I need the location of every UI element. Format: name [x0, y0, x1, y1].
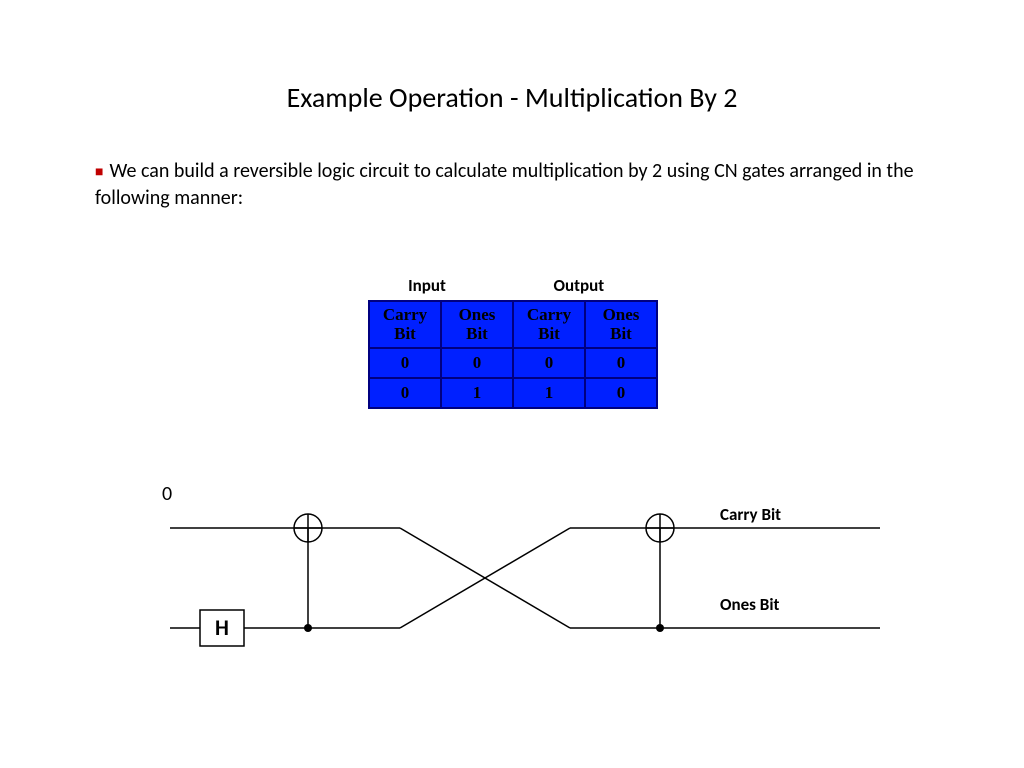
page-title: Example Operation - Multiplication By 2	[0, 80, 1024, 115]
ones-bit-label: Ones Bit	[720, 594, 779, 615]
truth-table: Carry Bit Ones Bit Carry Bit Ones Bit 0 …	[368, 300, 658, 409]
body-text: We can build a reversible logic circuit …	[95, 159, 914, 210]
input-label: Input	[368, 275, 486, 296]
output-label: Output	[520, 275, 638, 296]
circuit-diagram: 0 H Carry Bit Ones Bit	[140, 490, 880, 660]
th-carry-in: Carry Bit	[369, 301, 441, 348]
table-meta-labels: Input Output	[368, 275, 656, 296]
bullet-icon: ■	[95, 163, 103, 180]
th-ones-out: Ones Bit	[585, 301, 657, 348]
th-carry-out: Carry Bit	[513, 301, 585, 348]
svg-text:H: H	[215, 614, 229, 641]
zero-label: 0	[162, 482, 172, 506]
carry-bit-label: Carry Bit	[720, 504, 781, 525]
table-row: 0 0 0 0	[369, 348, 657, 378]
table-row: 0 1 1 0	[369, 378, 657, 408]
body-paragraph: ■We can build a reversible logic circuit…	[95, 158, 929, 212]
th-ones-in: Ones Bit	[441, 301, 513, 348]
